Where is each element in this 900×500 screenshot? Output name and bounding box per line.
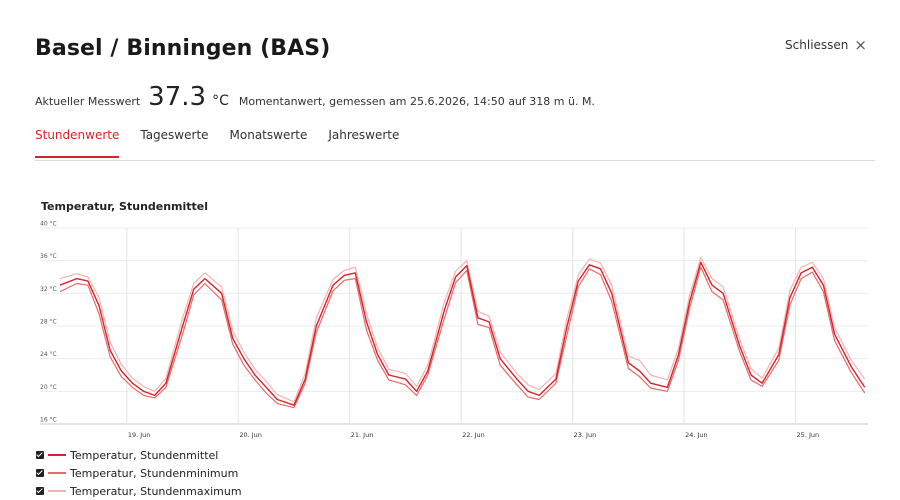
legend-item-min[interactable]: Temperatur, Stundenminimum: [36, 464, 242, 482]
legend-checkbox-mean[interactable]: [36, 451, 44, 459]
y-tick-label: 40 °C: [40, 221, 57, 228]
legend-checkbox-max[interactable]: [36, 487, 44, 495]
x-tick-label: 25. Jun: [797, 431, 820, 439]
y-tick-label: 32 °C: [40, 286, 57, 293]
current-measurement: Aktueller Messwert 37.3 °C Momentanwert,…: [35, 82, 595, 112]
legend-swatch-mean: [48, 454, 66, 456]
x-tick-label: 20. Jun: [239, 431, 262, 439]
series-line-1: [59, 266, 866, 409]
chart-title: Temperatur, Stundenmittel: [41, 200, 209, 213]
legend-item-mean[interactable]: Temperatur, Stundenmittel: [36, 446, 242, 464]
measurement-description: Momentanwert, gemessen am 25.6.2026, 14:…: [238, 95, 595, 108]
measurement-value: 37.3: [148, 82, 207, 112]
series-line-0: [59, 261, 866, 406]
series-line-2: [59, 256, 866, 403]
x-tick-label: 19. Jun: [128, 431, 151, 439]
legend-checkbox-min[interactable]: [36, 469, 44, 477]
measurement-label: Aktueller Messwert: [35, 95, 141, 108]
x-tick-label: 22. Jun: [462, 431, 485, 439]
y-tick-label: 16 °C: [40, 417, 57, 424]
x-tick-label: 23. Jun: [574, 431, 597, 439]
tabs-divider: [35, 160, 875, 161]
legend-swatch-min: [48, 472, 66, 474]
y-tick-label: 20 °C: [40, 384, 57, 391]
x-tick-label: 21. Jun: [351, 431, 374, 439]
tab-tageswerte[interactable]: Tageswerte: [140, 128, 209, 142]
y-tick-label: 36 °C: [40, 253, 57, 260]
close-button[interactable]: Schliessen ×: [785, 36, 867, 54]
tab-jahreswerte[interactable]: Jahreswerte: [328, 128, 400, 142]
legend-item-max[interactable]: Temperatur, Stundenmaximum: [36, 482, 242, 500]
y-tick-label: 24 °C: [40, 351, 57, 358]
tab-bar: Stundenwerte Tageswerte Monatswerte Jahr…: [35, 128, 420, 158]
temperature-chart: 40 °C 36 °C 32 °C 28 °C 24 °C 20 °C 16 °C 19. J…: [40, 221, 868, 439]
y-tick-label: 28 °C: [40, 319, 57, 326]
chart-legend: Temperatur, Stundenmittel Temperatur, St…: [36, 446, 242, 500]
legend-label-min: Temperatur, Stundenminimum: [70, 466, 239, 480]
close-label: Schliessen: [785, 38, 849, 52]
measurement-unit: °C: [212, 93, 229, 109]
legend-label-max: Temperatur, Stundenmaximum: [70, 484, 242, 498]
close-icon: ×: [854, 36, 867, 54]
legend-label-mean: Temperatur, Stundenmittel: [70, 448, 219, 462]
legend-swatch-max: [48, 490, 66, 492]
tab-monatswerte[interactable]: Monatswerte: [229, 128, 308, 142]
tab-stundenwerte[interactable]: Stundenwerte: [35, 128, 120, 158]
page-title: Basel / Binningen (BAS): [35, 36, 331, 61]
x-tick-label: 24. Jun: [685, 431, 708, 439]
